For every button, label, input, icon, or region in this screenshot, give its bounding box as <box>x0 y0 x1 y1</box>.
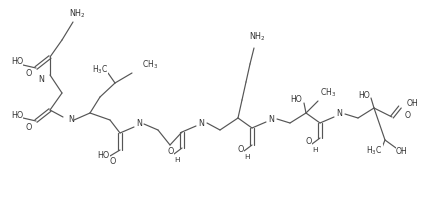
Text: H: H <box>244 154 250 160</box>
Text: O: O <box>110 158 116 167</box>
Text: O: O <box>26 122 32 131</box>
Text: N: N <box>38 74 44 84</box>
Text: OH: OH <box>396 148 408 157</box>
Text: O: O <box>405 111 411 120</box>
Text: HO: HO <box>11 57 23 66</box>
Text: NH$_2$: NH$_2$ <box>68 8 85 20</box>
Text: H$_3$C: H$_3$C <box>366 145 383 157</box>
Text: O: O <box>26 70 32 79</box>
Text: H$_3$C: H$_3$C <box>92 64 108 76</box>
Text: N: N <box>68 116 74 125</box>
Text: N: N <box>136 120 142 129</box>
Text: N: N <box>268 115 274 124</box>
Text: HO: HO <box>11 111 23 121</box>
Text: O: O <box>167 148 174 157</box>
Text: CH$_3$: CH$_3$ <box>142 59 158 71</box>
Text: HO: HO <box>290 96 302 104</box>
Text: CH$_3$: CH$_3$ <box>320 87 336 99</box>
Text: H: H <box>174 157 180 163</box>
Text: N: N <box>336 110 342 119</box>
Text: O: O <box>306 138 312 147</box>
Text: HO: HO <box>98 150 110 159</box>
Text: O: O <box>238 144 244 153</box>
Text: HO: HO <box>358 92 370 101</box>
Text: H: H <box>312 147 318 153</box>
Text: NH$_2$: NH$_2$ <box>249 31 266 43</box>
Text: N: N <box>198 119 204 127</box>
Text: OH: OH <box>407 98 419 107</box>
